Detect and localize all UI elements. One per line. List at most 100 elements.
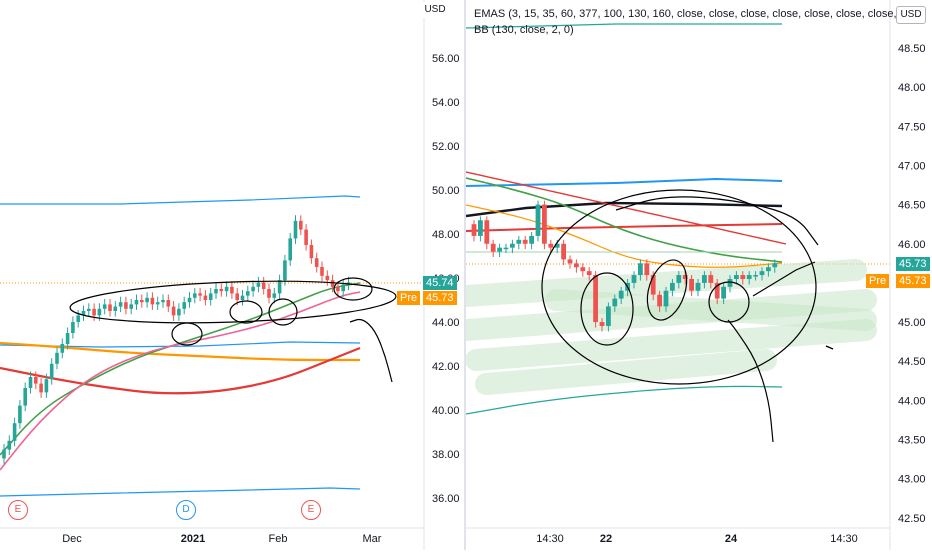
price-tick-label: 42.00 [432, 361, 460, 373]
candle-body [510, 243, 515, 248]
candle-body [129, 304, 133, 309]
candle-body [102, 304, 107, 309]
candle-body [293, 220, 298, 239]
candle-body [325, 275, 330, 281]
price-tick-label: 48.50 [898, 43, 926, 55]
candle-body [336, 286, 340, 292]
bollinger-lower-band [465, 385, 783, 415]
earnings-event-icon[interactable]: E [301, 500, 321, 520]
daily-chart-pane[interactable]: 58.0056.0054.0052.0050.0048.0046.0044.00… [0, 0, 466, 550]
currency-button[interactable]: USD [896, 6, 926, 24]
pre-price-tag: 45.73 [896, 274, 930, 288]
candle-body [272, 293, 277, 298]
ema-green-line [0, 282, 361, 456]
candle-body [522, 239, 528, 244]
candle-body [2, 449, 6, 459]
drawn-circle-annotation [229, 300, 263, 324]
candle-body [478, 220, 483, 236]
currency-label: USD [410, 2, 460, 18]
candle-body [638, 263, 643, 276]
candle-body [92, 308, 96, 316]
time-tick-label: Feb [269, 533, 288, 545]
time-tick-label: Mar [363, 533, 382, 545]
candle-body [118, 302, 123, 307]
candle-body [542, 204, 547, 244]
price-tick-label: 45.00 [898, 317, 926, 329]
candle-body [702, 275, 707, 283]
candle-body [28, 377, 33, 388]
price-tick-label: 43.50 [898, 435, 926, 447]
candle-body [503, 247, 509, 250]
candle-body [484, 220, 490, 244]
candle-body [682, 275, 688, 279]
earnings-event-icon[interactable]: E [8, 500, 28, 520]
candle-body [261, 282, 266, 289]
price-tick-label: 36.00 [432, 493, 460, 505]
candle-body [76, 315, 80, 322]
ema-indicator-legend[interactable]: EMAS (3, 15, 35, 60, 377, 100, 130, 160,… [474, 8, 914, 20]
candle-body [288, 238, 292, 261]
candle-body [177, 308, 181, 316]
candle-body [650, 275, 656, 295]
candle-body [766, 267, 771, 272]
candle-body [124, 302, 128, 309]
candle-body [214, 289, 218, 294]
candle-body [309, 245, 314, 259]
last-price-tag: 45.73 [896, 257, 930, 271]
candle-body [44, 379, 49, 393]
pane-divider[interactable] [464, 0, 466, 550]
candle-body [593, 275, 598, 323]
candle-body [516, 239, 522, 244]
drawn-arrow-annotation [349, 318, 393, 383]
price-tick-label: 48.00 [898, 82, 926, 94]
candle-body [187, 297, 192, 303]
candle-body [320, 267, 324, 276]
bollinger-upper-band [0, 195, 361, 205]
price-tick-label: 42.50 [898, 513, 926, 525]
candle-body [267, 289, 271, 298]
time-tick-label: 14:30 [536, 533, 564, 545]
candle-body [330, 280, 335, 287]
candle-body [561, 243, 566, 260]
candle-body [759, 271, 765, 276]
pre-label: Pre [397, 291, 421, 305]
candle-body [695, 282, 701, 291]
candle-body [535, 204, 541, 236]
dividend-event-icon[interactable]: D [176, 500, 196, 520]
candle-body [657, 294, 662, 307]
candle-body [182, 302, 186, 309]
candle-body [631, 275, 637, 283]
candle-body [772, 263, 778, 268]
candle-body [39, 383, 43, 393]
candle-body [246, 291, 250, 296]
bb-indicator-legend[interactable]: BB (130, close, 2, 0) [474, 24, 574, 36]
candle-body [670, 282, 675, 291]
drawn-circle-annotation [646, 259, 688, 321]
candle-body [235, 293, 239, 300]
candle-body [155, 302, 160, 305]
time-tick-label: 22 [600, 533, 612, 545]
candle-body [203, 295, 208, 300]
candle-body [251, 286, 255, 292]
candle-body [314, 258, 319, 267]
last-price-tag: 45.74 [423, 276, 457, 290]
drawn-arc-annotation [615, 196, 819, 246]
price-tick-label: 47.50 [898, 121, 926, 133]
price-tick-label: 43.00 [898, 474, 926, 486]
price-tick-label: 56.00 [432, 53, 460, 65]
time-tick-label: 2021 [181, 533, 205, 545]
intraday-chart-canvas[interactable]: 48.5048.0047.5047.0046.5046.0045.5045.00… [455, 0, 932, 550]
candle-body [554, 243, 560, 248]
candle-body [113, 306, 118, 311]
highlighter-stroke [455, 259, 867, 307]
daily-chart-canvas[interactable]: 58.0056.0054.0052.0050.0048.0046.0044.00… [0, 0, 466, 550]
candle-body [676, 275, 682, 283]
candle-body [97, 308, 102, 316]
candle-body [145, 297, 149, 303]
intraday-chart-pane[interactable]: 48.5048.0047.5047.0046.5046.0045.5045.00… [455, 0, 932, 550]
candle-body [708, 275, 714, 283]
candle-body [7, 440, 12, 450]
drawn-ellipse-annotation [541, 189, 817, 385]
candle-body [548, 243, 554, 248]
ema-step-line [465, 171, 787, 245]
